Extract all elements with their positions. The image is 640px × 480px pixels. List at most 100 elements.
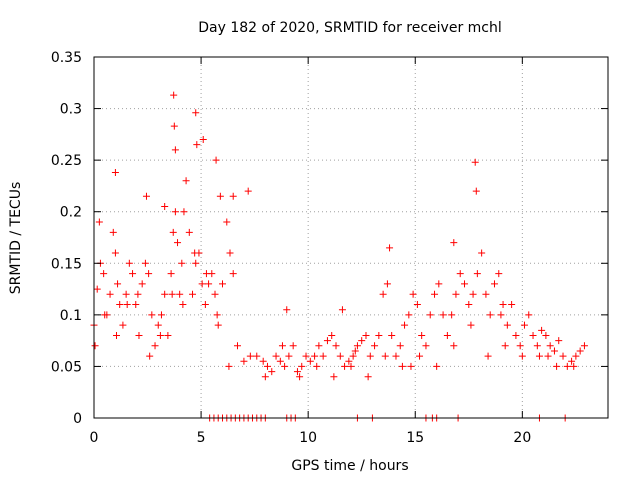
data-point bbox=[580, 342, 588, 350]
x-tick-label: 15 bbox=[406, 430, 424, 446]
data-point bbox=[261, 373, 269, 381]
data-point bbox=[111, 249, 119, 257]
data-point bbox=[179, 301, 187, 309]
data-point bbox=[450, 342, 458, 350]
y-tick-label: 0.2 bbox=[60, 205, 82, 221]
data-point bbox=[146, 352, 154, 360]
data-point bbox=[358, 337, 366, 345]
data-point bbox=[164, 331, 172, 339]
data-point bbox=[109, 228, 117, 236]
data-point bbox=[112, 331, 120, 339]
data-point bbox=[170, 91, 178, 99]
data-point bbox=[469, 290, 477, 298]
x-tick-label: 20 bbox=[513, 430, 531, 446]
axis-ticks: 0 0.05 0.1 0.15 0.2 0.25 0.3 0.35 0 5 10 15 20 bbox=[51, 50, 608, 446]
data-point bbox=[157, 311, 165, 319]
data-point bbox=[426, 311, 434, 319]
data-point bbox=[568, 357, 576, 365]
data-point bbox=[263, 362, 271, 370]
data-point bbox=[272, 352, 280, 360]
data-point bbox=[512, 331, 520, 339]
data-point bbox=[431, 290, 439, 298]
data-point bbox=[323, 337, 331, 345]
data-point bbox=[529, 331, 537, 339]
data-point bbox=[176, 290, 184, 298]
data-point bbox=[191, 249, 199, 257]
data-point bbox=[111, 169, 119, 177]
y-tick-label: 0.35 bbox=[51, 50, 82, 66]
data-point bbox=[516, 342, 524, 350]
data-point bbox=[192, 109, 200, 117]
data-point bbox=[347, 362, 355, 370]
data-points bbox=[90, 91, 588, 422]
data-point bbox=[142, 192, 150, 200]
data-point bbox=[156, 331, 164, 339]
data-point bbox=[439, 311, 447, 319]
data-point bbox=[198, 280, 206, 288]
data-point bbox=[182, 177, 190, 185]
data-point bbox=[276, 357, 284, 365]
data-point bbox=[214, 321, 222, 329]
data-point bbox=[563, 362, 571, 370]
data-point bbox=[570, 362, 578, 370]
plot-frame bbox=[93, 56, 609, 419]
data-point bbox=[101, 311, 109, 319]
data-point bbox=[174, 239, 182, 247]
data-point bbox=[450, 239, 458, 247]
data-point bbox=[559, 352, 567, 360]
data-point bbox=[211, 290, 219, 298]
data-point bbox=[114, 280, 122, 288]
data-point bbox=[413, 301, 421, 309]
data-point bbox=[351, 347, 359, 355]
data-point bbox=[244, 187, 252, 195]
data-point bbox=[396, 342, 404, 350]
data-point bbox=[520, 321, 528, 329]
data-point bbox=[364, 373, 372, 381]
data-point bbox=[416, 352, 424, 360]
data-point bbox=[379, 290, 387, 298]
data-point bbox=[418, 331, 426, 339]
data-point bbox=[472, 187, 480, 195]
data-point bbox=[122, 290, 130, 298]
data-point bbox=[381, 352, 389, 360]
data-point bbox=[328, 331, 336, 339]
data-point bbox=[490, 280, 498, 288]
chart-title: Day 182 of 2020, SRMTID for receiver mch… bbox=[198, 20, 502, 36]
data-point bbox=[135, 331, 143, 339]
data-point bbox=[478, 249, 486, 257]
data-point bbox=[259, 357, 267, 365]
data-point bbox=[535, 352, 543, 360]
data-point bbox=[298, 362, 306, 370]
data-point bbox=[576, 347, 584, 355]
data-point bbox=[332, 342, 340, 350]
data-point bbox=[123, 301, 131, 309]
data-point bbox=[366, 352, 374, 360]
data-point bbox=[533, 342, 541, 350]
data-point bbox=[398, 362, 406, 370]
y-axis-title: SRMTID / TECUs bbox=[8, 182, 24, 295]
data-point bbox=[338, 306, 346, 314]
data-point bbox=[296, 373, 304, 381]
data-point bbox=[302, 352, 310, 360]
data-point bbox=[171, 208, 179, 216]
data-point bbox=[293, 368, 301, 376]
data-point bbox=[171, 146, 179, 154]
data-point bbox=[116, 301, 124, 309]
data-point bbox=[225, 362, 233, 370]
y-tick-label: 0.1 bbox=[60, 308, 82, 324]
data-point bbox=[471, 158, 479, 166]
data-point bbox=[289, 342, 297, 350]
data-point bbox=[407, 362, 415, 370]
data-point bbox=[349, 352, 357, 360]
data-point bbox=[281, 362, 289, 370]
data-point bbox=[141, 259, 149, 267]
data-point bbox=[192, 259, 200, 267]
data-point bbox=[473, 270, 481, 278]
data-point bbox=[161, 290, 169, 298]
data-point bbox=[467, 321, 475, 329]
y-tick-label: 0.05 bbox=[51, 359, 82, 375]
data-point bbox=[199, 136, 207, 144]
data-point bbox=[226, 249, 234, 257]
data-point bbox=[311, 352, 319, 360]
data-point bbox=[205, 280, 213, 288]
